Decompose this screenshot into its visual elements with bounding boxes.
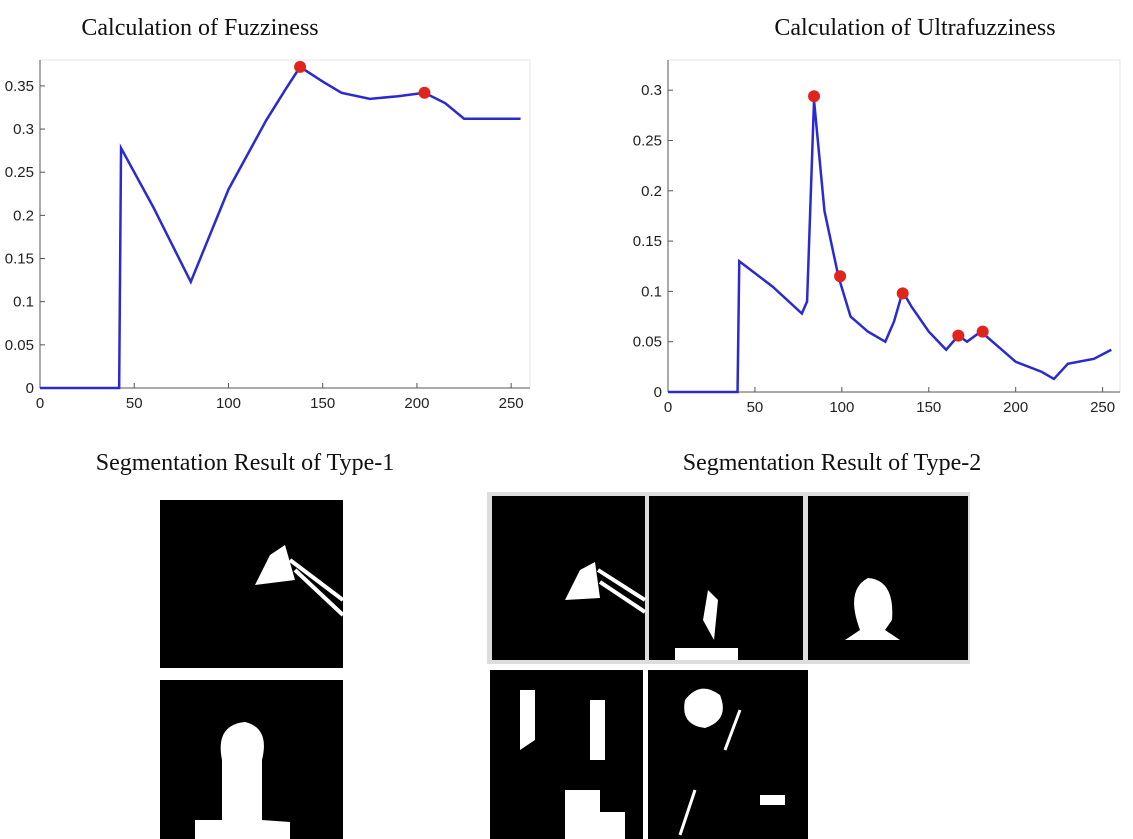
y-tick-label: 0.2	[13, 207, 34, 224]
y-tick-label: 0.05	[633, 334, 662, 351]
y-tick-label: 0.2	[641, 183, 662, 200]
type2-title: Segmentation Result of Type-2	[683, 450, 982, 476]
x-tick-label: 50	[747, 399, 764, 416]
peak-marker	[418, 87, 430, 99]
peak-marker	[808, 90, 820, 102]
line	[668, 100, 1111, 392]
type1-title: Segmentation Result of Type-1	[96, 450, 395, 476]
y-tick-label: 0.05	[5, 337, 34, 354]
y-tick-label: 0.1	[13, 294, 34, 311]
y-tick-label: 0.25	[633, 132, 662, 149]
y-tick-label: 0.3	[641, 82, 662, 99]
image	[648, 670, 808, 839]
peak-marker	[952, 330, 964, 342]
x-tick-label: 50	[126, 395, 143, 412]
y-tick-label: 0.15	[633, 233, 662, 250]
y-tick-label: 0	[654, 384, 662, 401]
y-tick-label: 0	[26, 380, 34, 397]
y-tick-label: 0.15	[5, 251, 34, 268]
x-tick-label: 150	[916, 399, 941, 416]
plot-frame	[40, 60, 530, 388]
image	[492, 496, 645, 660]
peak-marker	[897, 287, 909, 299]
x-tick-label: 0	[664, 399, 672, 416]
x-tick-label: 100	[829, 399, 854, 416]
x-tick-label: 250	[499, 395, 524, 412]
x-tick-label: 250	[1090, 399, 1115, 416]
peak-marker	[977, 326, 989, 338]
chart-title: Calculation of Ultrafuzziness	[774, 15, 1055, 41]
y-tick-label: 0.3	[13, 121, 34, 138]
y-tick-label: 0.25	[5, 164, 34, 181]
x-tick-label: 200	[1003, 399, 1028, 416]
line	[40, 67, 521, 388]
image	[649, 496, 803, 660]
chart-title: Calculation of Fuzziness	[81, 15, 318, 41]
x-tick-label: 150	[310, 395, 335, 412]
figure: Segmentation Result of Type-1 Segmentati…	[0, 0, 1133, 839]
x-tick-label: 200	[404, 395, 429, 412]
peak-marker	[834, 270, 846, 282]
y-tick-label: 0.35	[5, 78, 34, 95]
type2-images	[487, 492, 970, 839]
x-tick-label: 100	[216, 395, 241, 412]
plot-frame	[668, 60, 1120, 392]
y-tick-label: 0.1	[641, 283, 662, 300]
peak-marker	[294, 61, 306, 73]
image	[160, 500, 343, 668]
type1-images	[160, 500, 343, 839]
x-tick-label: 0	[36, 395, 44, 412]
